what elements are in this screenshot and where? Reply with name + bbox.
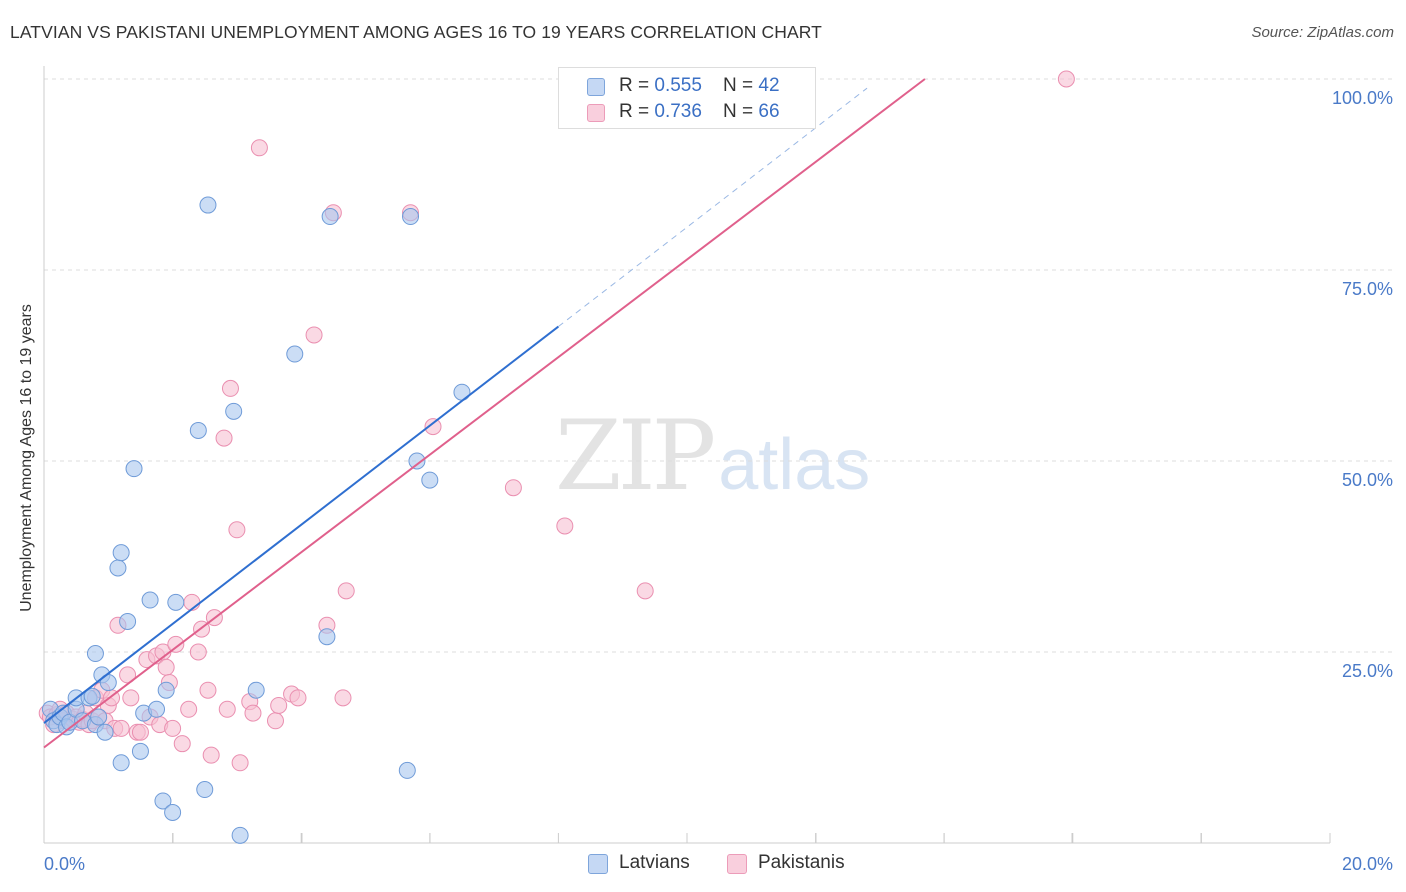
watermark-zip: ZIP (555, 400, 716, 512)
legend-latvians-text: R = 0.555 N = 42 (619, 75, 780, 96)
latvian-point-23 (131, 742, 149, 760)
watermark: ZIPatlas (555, 400, 870, 512)
pakistani-point-67 (1057, 70, 1075, 88)
latvian-point-32 (196, 781, 214, 799)
latvian-point-21 (119, 612, 137, 630)
pakistani-point-25 (122, 689, 140, 707)
y-tick-label-100: 100.0% (1332, 88, 1393, 108)
pakistani-point-60 (334, 689, 352, 707)
latvian-point-42 (408, 452, 426, 470)
pakistani-point-42 (199, 681, 217, 699)
pakistani-point-53 (266, 712, 284, 730)
pakistani-point-37 (173, 735, 191, 753)
latvians-swatch (587, 78, 605, 96)
pakistani-point-66 (636, 582, 654, 600)
latvian-point-36 (247, 681, 265, 699)
latvian-point-19 (112, 544, 130, 562)
pakistani-point-64 (504, 479, 522, 497)
pakistani-point-63 (424, 418, 442, 436)
latvian-point-18 (109, 559, 127, 577)
legend-pakistanis-text: R = 0.736 N = 66 (619, 101, 780, 122)
latvian-point-33 (199, 196, 217, 214)
latvians-trend-line (43, 325, 560, 724)
latvian-point-29 (164, 803, 182, 821)
latvian-point-20 (112, 754, 130, 772)
latvian-point-30 (167, 593, 185, 611)
pakistani-point-52 (250, 139, 268, 157)
pakistani-point-56 (289, 689, 307, 707)
y-tick-label-50: 50.0% (1342, 470, 1393, 490)
pakistani-point-49 (231, 754, 249, 772)
latvian-point-40 (398, 761, 416, 779)
pakistani-point-43 (202, 746, 220, 764)
bottom-latvians-label: Latvians (619, 852, 690, 873)
latvian-point-43 (421, 471, 439, 489)
pakistani-point-23 (112, 719, 130, 737)
watermark-atlas: atlas (718, 425, 871, 505)
pakistani-point-35 (164, 719, 182, 737)
y-tick-label-25: 25.0% (1342, 661, 1393, 681)
stats-legend: R = 0.555 N = 42 R = 0.736 N = 66 (558, 67, 816, 129)
pakistani-point-40 (189, 643, 207, 661)
latvian-point-37 (286, 345, 304, 363)
pakistani-point-36 (167, 635, 185, 653)
pakistani-point-48 (228, 521, 246, 539)
y-axis-label: Unemployment Among Ages 16 to 19 years (18, 304, 35, 612)
pakistani-point-46 (218, 700, 236, 718)
chart-title: LATVIAN VS PAKISTANI UNEMPLOYMENT AMONG … (10, 22, 822, 42)
x-tick-label-min: 0.0% (44, 854, 85, 874)
pakistani-point-51 (244, 704, 262, 722)
latvian-point-16 (96, 723, 114, 741)
latvian-point-14 (90, 708, 108, 726)
pakistani-point-65 (556, 517, 574, 535)
latvian-point-22 (125, 460, 143, 478)
latvian-point-27 (154, 792, 172, 810)
pakistanis-swatch (587, 104, 605, 122)
latvian-point-13 (86, 645, 104, 663)
latvian-point-35 (231, 826, 249, 844)
pakistani-point-45 (215, 429, 233, 447)
bottom-pakistanis-swatch (727, 854, 747, 874)
pakistani-point-38 (180, 700, 198, 718)
latvian-point-28 (157, 681, 175, 699)
latvian-point-41 (402, 208, 420, 226)
latvian-point-26 (148, 700, 166, 718)
bottom-latvians-swatch (588, 854, 608, 874)
latvian-point-11 (83, 687, 101, 705)
pakistanis-trend-line (43, 78, 926, 749)
source-label: Source: ZipAtlas.com (1251, 24, 1394, 41)
y-tick-label-75: 75.0% (1342, 279, 1393, 299)
pakistani-point-54 (270, 696, 288, 714)
x-tick-label-max: 20.0% (1342, 854, 1393, 874)
latvian-point-31 (189, 421, 207, 439)
latvian-point-39 (318, 628, 336, 646)
pakistani-point-27 (131, 723, 149, 741)
latvian-point-25 (141, 591, 159, 609)
pakistani-point-57 (305, 326, 323, 344)
latvian-point-44 (453, 383, 471, 401)
bottom-pakistanis-label: Pakistanis (758, 852, 845, 873)
pakistani-point-33 (157, 658, 175, 676)
pakistani-point-47 (221, 379, 239, 397)
latvian-point-38 (321, 208, 339, 226)
latvian-point-34 (225, 402, 243, 420)
pakistani-point-61 (337, 582, 355, 600)
